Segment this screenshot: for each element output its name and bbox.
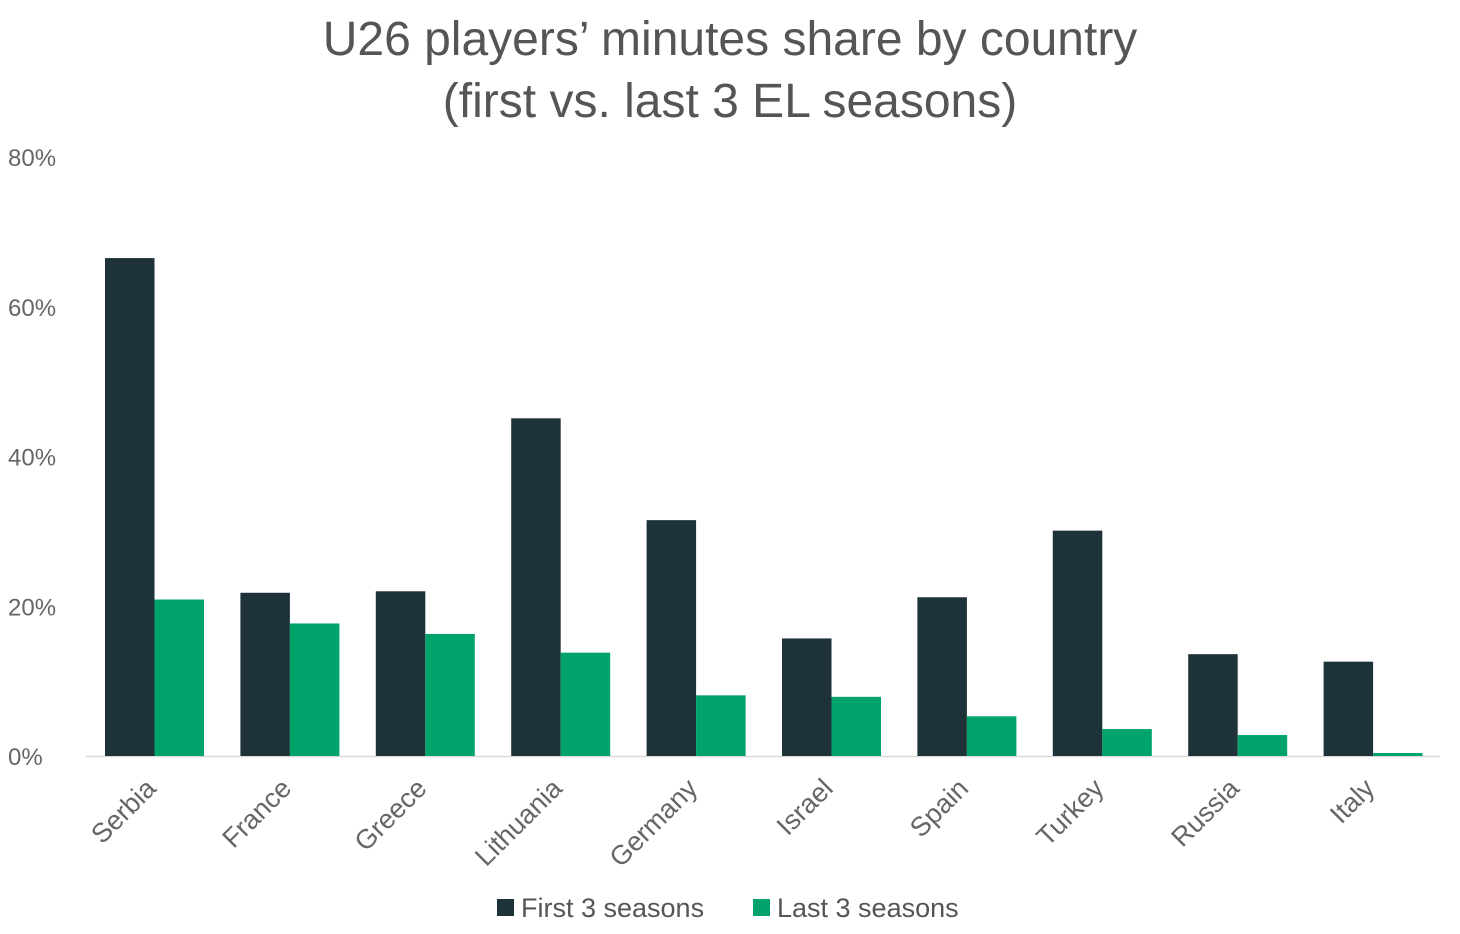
legend-swatch — [753, 899, 770, 916]
y-tick-label: 60% — [8, 295, 56, 322]
bar-france-series-2 — [289, 623, 340, 756]
y-tick-label: 20% — [8, 594, 56, 621]
bar-israel-series-2 — [831, 696, 881, 756]
x-tick-label: Turkey — [1031, 773, 1110, 852]
y-tick-label: 40% — [8, 445, 56, 472]
bar-serbia-series-1 — [105, 258, 155, 756]
bar-israel-series-1 — [782, 638, 832, 756]
x-tick-label: Russia — [1165, 772, 1245, 852]
bar-italy-series-2 — [1373, 753, 1423, 756]
bar-turkey-series-2 — [1102, 729, 1152, 756]
bar-russia-series-2 — [1237, 735, 1288, 756]
bar-greece-series-2 — [425, 633, 475, 756]
x-tick-label: Italy — [1324, 773, 1381, 830]
bar-spain-series-2 — [966, 716, 1017, 756]
legend-label: First 3 seasons — [521, 893, 704, 923]
x-tick-label: France — [216, 773, 297, 854]
chart-title-line-1: U26 players’ minutes share by country — [322, 13, 1138, 66]
x-tick-label: Serbia — [85, 772, 162, 849]
bar-russia-series-1 — [1188, 654, 1238, 756]
x-tick-label: Lithuania — [469, 772, 568, 871]
bar-france-series-1 — [240, 592, 290, 756]
bar-spain-series-1 — [917, 597, 967, 756]
bar-italy-series-1 — [1323, 661, 1374, 756]
x-tick-label: Spain — [904, 773, 974, 843]
x-tick-label: Germany — [604, 773, 704, 873]
bar-lithuania-series-2 — [560, 652, 611, 756]
bar-lithuania-series-1 — [511, 418, 561, 756]
legend-label: Last 3 seasons — [777, 893, 959, 923]
x-tick-label: Israel — [771, 773, 839, 841]
bar-serbia-series-2 — [154, 599, 204, 756]
bar-turkey-series-1 — [1052, 530, 1103, 756]
y-tick-label: 80% — [8, 145, 56, 172]
bar-greece-series-1 — [375, 591, 426, 756]
chart-title-line-2: (first vs. last 3 EL seasons) — [442, 75, 1018, 128]
bar-germany-series-1 — [646, 520, 697, 756]
y-tick-label: 0% — [8, 744, 43, 771]
legend-swatch — [497, 899, 514, 916]
x-tick-label: Greece — [349, 773, 433, 857]
bar-germany-series-2 — [696, 695, 746, 756]
